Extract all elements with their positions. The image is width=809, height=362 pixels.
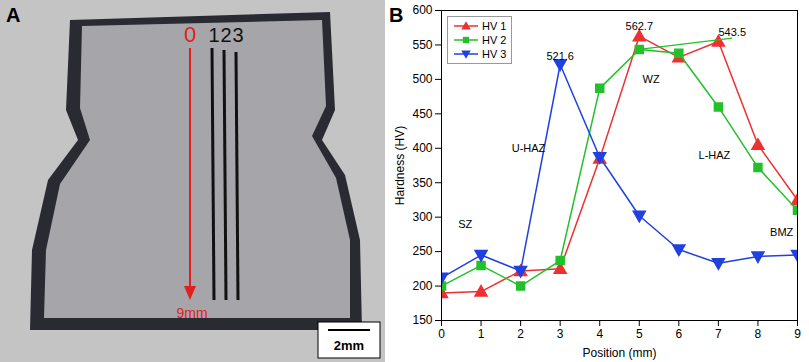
svg-text:521.6: 521.6 [546, 50, 574, 62]
svg-text:300: 300 [412, 210, 432, 224]
svg-text:543.5: 543.5 [718, 26, 746, 38]
svg-text:6: 6 [675, 327, 682, 341]
svg-text:9: 9 [794, 327, 801, 341]
svg-text:WZ: WZ [643, 73, 660, 85]
svg-text:450: 450 [412, 107, 432, 121]
svg-text:2: 2 [517, 327, 524, 341]
svg-text:0: 0 [438, 327, 445, 341]
html-text:HV 2: HV 2 [482, 34, 507, 46]
svg-text:2: 2 [220, 24, 231, 46]
svg-text:562.7: 562.7 [626, 20, 654, 32]
html-text:HV 1: HV 1 [482, 20, 507, 32]
svg-text:600: 600 [412, 3, 432, 17]
svg-text:SZ: SZ [458, 218, 472, 230]
svg-text:7: 7 [715, 327, 722, 341]
svg-text:200: 200 [412, 279, 432, 293]
html-text:HV 3: HV 3 [482, 48, 507, 60]
html-text:B: B [389, 4, 404, 26]
svg-text:3: 3 [557, 327, 564, 341]
svg-text:5: 5 [636, 327, 643, 341]
svg-text:1: 1 [208, 24, 219, 46]
svg-text:1: 1 [478, 327, 485, 341]
svg-text:350: 350 [412, 176, 432, 190]
svg-text:U-HAZ: U-HAZ [512, 142, 546, 154]
svg-text:2mm: 2mm [334, 338, 364, 353]
svg-text:150: 150 [412, 313, 432, 327]
svg-text:4: 4 [596, 327, 603, 341]
svg-text:250: 250 [412, 244, 432, 258]
svg-text:9mm: 9mm [176, 305, 207, 321]
svg-text:550: 550 [412, 38, 432, 52]
svg-text:BMZ: BMZ [770, 226, 794, 238]
svg-text:0: 0 [184, 22, 196, 47]
svg-text:400: 400 [412, 141, 432, 155]
svg-text:3: 3 [232, 24, 243, 46]
svg-text:L-HAZ: L-HAZ [699, 149, 731, 161]
html-text:A: A [6, 4, 21, 26]
svg-text:Position (mm): Position (mm) [582, 346, 656, 360]
svg-text:8: 8 [755, 327, 762, 341]
svg-text:500: 500 [412, 72, 432, 86]
svg-text:Hardness (HV): Hardness (HV) [393, 126, 407, 205]
